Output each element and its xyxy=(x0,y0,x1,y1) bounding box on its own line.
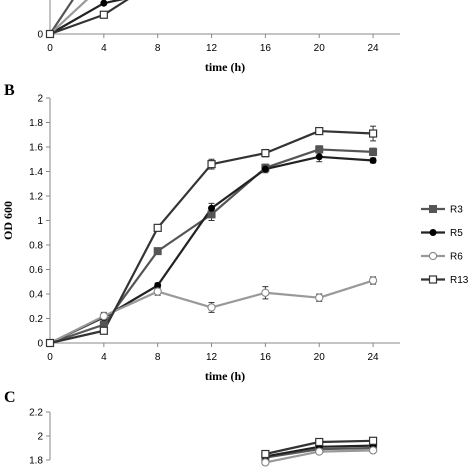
data-point-r6 xyxy=(261,288,270,297)
x-axis-title-a: time (h) xyxy=(205,60,245,74)
legend-label-r3: R3 xyxy=(450,205,463,216)
legend-marker-r6 xyxy=(428,251,438,261)
data-point-r13 xyxy=(315,437,324,447)
data-point-r6 xyxy=(368,276,378,285)
data-point-r6 xyxy=(207,303,216,312)
data-point-r3 xyxy=(315,145,324,154)
panel-c-label: C xyxy=(4,389,16,406)
data-point-r13 xyxy=(315,126,324,136)
legend-label-r13: R13 xyxy=(450,275,469,286)
legend-label-r6: R6 xyxy=(450,252,463,263)
y-tick-label-c: 2.2 xyxy=(29,408,43,419)
y-tick-label-c: 2 xyxy=(37,432,43,443)
y-tick-label-b: 2 xyxy=(37,94,43,105)
x-tick-label-a: 16 xyxy=(260,43,272,54)
panel-a: 00 4 8 12 16 20 24 time (h) xyxy=(37,0,400,74)
data-point-r13 xyxy=(368,129,378,138)
series-line-r3 xyxy=(49,0,74,35)
y-tick-label-c: 1.8 xyxy=(29,456,43,467)
data-point-r13 xyxy=(99,326,108,335)
x-tick-label-a: 12 xyxy=(206,43,218,54)
x-tick-label-a: 8 xyxy=(155,43,161,54)
y-tick-label-b: 1.8 xyxy=(29,118,43,129)
data-point-r13 xyxy=(207,160,216,169)
legend-marker-r13 xyxy=(428,275,438,284)
data-point-r6 xyxy=(315,293,324,302)
x-tick-label-b: 8 xyxy=(155,352,161,363)
y-tick-label-b: 0.2 xyxy=(29,314,43,325)
data-point-r3 xyxy=(207,210,216,219)
x-axis-title-b: time (h) xyxy=(205,369,245,383)
data-point-r13 xyxy=(45,338,55,348)
data-point-r5 xyxy=(315,153,323,161)
panel-b-label: B xyxy=(4,82,15,99)
data-point-r6 xyxy=(315,447,324,456)
y-tick-label-b: 0 xyxy=(37,339,43,350)
y-tick-label-b: 1.6 xyxy=(29,143,43,154)
data-point-r3 xyxy=(369,147,378,156)
x-tick-label-b: 12 xyxy=(206,352,218,363)
data-point-r6 xyxy=(261,458,270,467)
data-point-r13 xyxy=(261,149,270,158)
data-point-r6 xyxy=(99,311,108,321)
y-tick-label-b: 0.6 xyxy=(29,265,43,276)
data-point-r6 xyxy=(368,446,378,455)
x-tick-label-a: 4 xyxy=(101,43,107,54)
legend-marker-r3 xyxy=(429,205,437,213)
x-tick-label-a: 20 xyxy=(314,43,326,54)
y-tick-label-b: 1 xyxy=(37,216,43,227)
x-tick-label-a: 24 xyxy=(368,43,380,54)
y-tick-label-a: 0 xyxy=(37,30,43,41)
data-point-r13 xyxy=(261,449,270,459)
data-point-r13 xyxy=(45,29,55,39)
x-tick-label-b: 4 xyxy=(101,352,107,363)
panel-b: 00.20.40.60.811.21.41.61.820 4 8 12 16 20 24ti… xyxy=(1,94,400,383)
data-point-r13 xyxy=(153,223,162,232)
data-point-r5 xyxy=(208,204,216,212)
series-line-r3 xyxy=(49,148,374,345)
legend-label-r5: R5 xyxy=(450,228,463,239)
series-line-r6 xyxy=(49,0,89,35)
y-tick-label-b: 0.8 xyxy=(29,241,43,252)
series-line-r5 xyxy=(49,155,374,344)
data-point-r5 xyxy=(369,156,377,164)
y-axis-title-b: OD 600 xyxy=(1,201,15,240)
data-point-r13 xyxy=(99,10,108,19)
x-tick-label-b: 20 xyxy=(314,352,326,363)
x-tick-label-b: 16 xyxy=(260,352,272,363)
x-tick-label-b: 0 xyxy=(47,352,53,363)
data-point-r6 xyxy=(153,287,162,296)
panel-c: 1.8 2 2.2 xyxy=(29,408,378,467)
legend-marker-r5 xyxy=(429,229,437,236)
y-tick-label-b: 1.2 xyxy=(29,192,43,203)
x-tick-label-a: 0 xyxy=(47,43,53,54)
y-tick-label-b: 1.4 xyxy=(29,167,43,178)
data-point-r3 xyxy=(153,247,162,256)
legend: R3 R5 R6 R13 xyxy=(421,205,469,286)
data-point-r5 xyxy=(100,0,108,7)
x-tick-label-b: 24 xyxy=(368,352,380,363)
y-tick-label-b: 0.4 xyxy=(29,290,43,301)
data-point-r13 xyxy=(368,436,378,445)
data-point-r5 xyxy=(261,165,269,173)
